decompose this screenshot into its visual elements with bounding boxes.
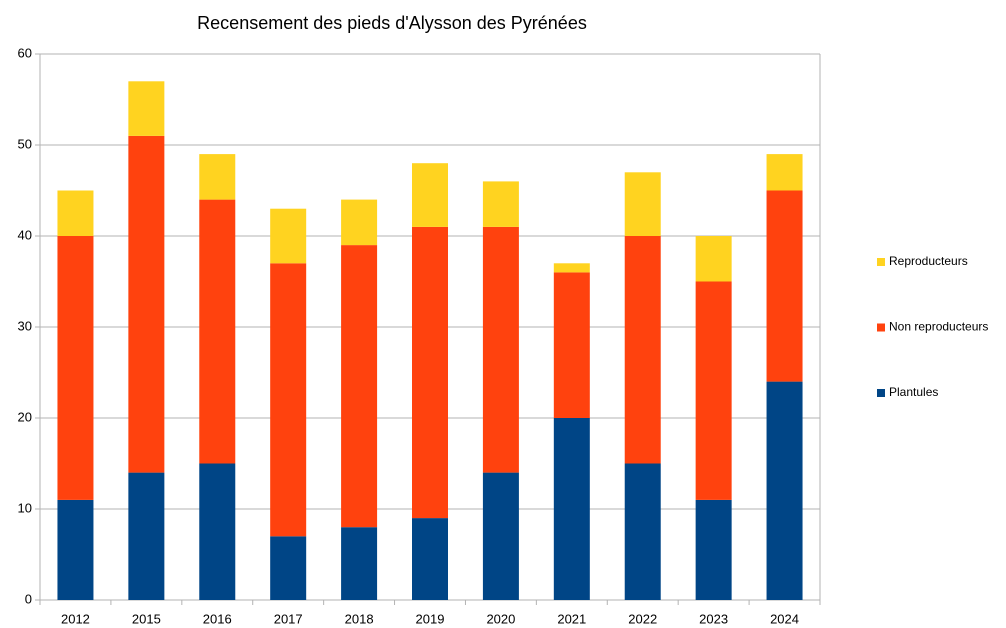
- x-tick-label: 2018: [345, 611, 374, 626]
- x-tick-label: 2020: [486, 611, 515, 626]
- legend-label: Reproducteurs: [889, 254, 968, 268]
- x-tick-label: 2016: [203, 611, 232, 626]
- bar-segment: [412, 518, 448, 600]
- bar-segment: [553, 263, 590, 273]
- bar-segment: [341, 245, 378, 528]
- bar-segment: [553, 272, 590, 418]
- chart-title: Recensement des pieds d'Alysson des Pyré…: [197, 13, 587, 33]
- y-tick-label: 10: [18, 500, 32, 515]
- bar-segment: [482, 472, 519, 600]
- bar-segment: [412, 163, 448, 227]
- x-tick-label: 2021: [557, 611, 586, 626]
- legend-swatch: [877, 389, 885, 397]
- x-tick-label: 2015: [132, 611, 161, 626]
- bar-segment: [57, 236, 94, 500]
- legend-label: Plantules: [889, 385, 938, 399]
- bar-segment: [766, 190, 803, 382]
- bar-segment: [624, 172, 661, 236]
- bar-segment: [624, 463, 661, 600]
- x-tick-label: 2024: [770, 611, 799, 626]
- bar-segment: [482, 226, 519, 473]
- bar-segment: [270, 263, 307, 537]
- bar-segment: [57, 190, 94, 236]
- bar-segment: [412, 226, 448, 519]
- bar-segment: [695, 499, 732, 600]
- bar-segment: [199, 199, 236, 464]
- bar-segment: [695, 236, 732, 282]
- y-tick-label: 60: [18, 45, 32, 60]
- bar-segment: [624, 236, 661, 464]
- legend-label: Non reproducteurs: [889, 320, 988, 334]
- bar-segment: [270, 208, 307, 264]
- bar-segment: [695, 281, 732, 500]
- bar-segment: [199, 463, 236, 600]
- y-tick-label: 30: [18, 318, 32, 333]
- bar-segment: [128, 81, 165, 136]
- x-tick-label: 2022: [628, 611, 657, 626]
- y-tick-label: 40: [18, 227, 32, 242]
- x-tick-label: 2017: [274, 611, 303, 626]
- legend-swatch: [877, 258, 885, 266]
- legend-swatch: [877, 323, 885, 332]
- y-tick-label: 50: [18, 136, 32, 151]
- x-tick-label: 2012: [61, 611, 90, 626]
- x-tick-label: 2023: [699, 611, 728, 626]
- bar-segment: [270, 536, 307, 600]
- bar-segment: [341, 199, 378, 246]
- y-tick-label: 0: [25, 591, 32, 606]
- bar-segment: [553, 418, 590, 600]
- x-tick-label: 2019: [416, 611, 445, 626]
- bar-segment: [128, 472, 165, 600]
- y-tick-label: 20: [18, 409, 32, 424]
- bar-segment: [766, 381, 803, 600]
- bar-segment: [128, 135, 165, 473]
- bar-segment: [766, 154, 803, 191]
- bar-segment: [482, 181, 519, 227]
- bar-segment: [57, 499, 94, 600]
- bar-segment: [199, 154, 236, 200]
- bar-segment: [341, 527, 378, 600]
